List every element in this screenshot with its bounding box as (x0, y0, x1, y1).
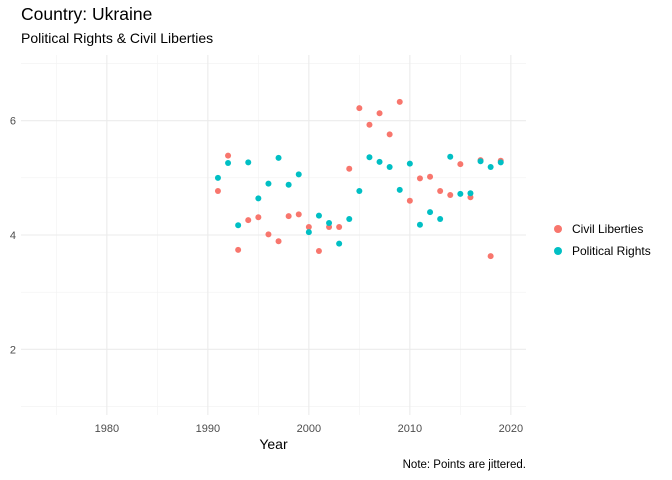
data-point-political-rights (457, 190, 464, 197)
data-point-political-rights (285, 181, 292, 188)
data-point-civil-liberties (386, 131, 393, 138)
data-point-civil-liberties (457, 161, 464, 168)
data-point-political-rights (376, 158, 383, 165)
data-point-political-rights (356, 188, 363, 194)
data-point-civil-liberties (427, 173, 434, 180)
data-point-civil-liberties (356, 105, 363, 112)
legend-item-political-rights: Political Rights (551, 240, 651, 262)
legend-dot-political-rights (554, 247, 562, 255)
data-point-political-rights (487, 164, 494, 170)
data-point-civil-liberties (265, 231, 272, 238)
data-point-civil-liberties (346, 165, 353, 172)
legend-label-political-rights: Political Rights (572, 244, 651, 258)
data-point-civil-liberties (396, 98, 403, 105)
data-point-political-rights (346, 216, 353, 222)
x-tick-label: 2000 (297, 423, 321, 435)
data-point-civil-liberties (285, 213, 292, 220)
y-tick-label: 2 (10, 344, 16, 356)
data-point-political-rights (214, 174, 221, 181)
data-point-political-rights (315, 212, 322, 219)
data-point-political-rights (447, 153, 454, 160)
data-point-political-rights (386, 164, 393, 170)
data-point-civil-liberties (295, 211, 302, 218)
chart-note: Note: Points are jittered. (402, 459, 526, 471)
chart-title: Country: Ukraine (21, 4, 153, 24)
data-point-civil-liberties (255, 214, 262, 221)
x-tick-label: 1990 (196, 423, 220, 435)
data-point-civil-liberties (376, 110, 383, 117)
chart-subtitle: Political Rights & Civil Liberties (21, 30, 214, 46)
data-point-political-rights (295, 171, 302, 178)
data-point-civil-liberties (225, 152, 232, 159)
data-point-civil-liberties (315, 248, 322, 254)
data-point-political-rights (467, 190, 474, 197)
x-axis-title: Year (259, 436, 288, 452)
legend: Civil Liberties Political Rights (551, 218, 651, 262)
data-point-political-rights (437, 216, 444, 222)
data-point-civil-liberties (305, 224, 312, 230)
data-point-political-rights (406, 160, 413, 167)
legend-dot-civil-liberties (554, 225, 562, 233)
data-point-political-rights (326, 220, 333, 226)
legend-label-civil-liberties: Civil Liberties (572, 222, 644, 236)
y-tick-label: 4 (10, 230, 16, 242)
data-point-political-rights (245, 159, 252, 166)
legend-item-civil-liberties: Civil Liberties (551, 218, 651, 240)
data-point-civil-liberties (437, 188, 444, 194)
x-tick-label: 2020 (499, 423, 523, 435)
data-point-civil-liberties (214, 188, 221, 194)
data-point-civil-liberties (235, 246, 242, 253)
data-point-political-rights (235, 222, 242, 229)
data-point-civil-liberties (406, 197, 413, 204)
data-point-civil-liberties (275, 238, 282, 245)
data-point-political-rights (275, 154, 282, 161)
data-point-political-rights (305, 229, 312, 236)
data-point-political-rights (416, 221, 423, 228)
data-point-political-rights (497, 159, 504, 166)
data-point-civil-liberties (487, 253, 494, 260)
data-point-political-rights (366, 154, 373, 161)
data-point-civil-liberties (447, 192, 454, 198)
data-point-civil-liberties (245, 217, 252, 224)
data-point-political-rights (396, 186, 403, 193)
data-point-political-rights (336, 240, 343, 247)
data-point-civil-liberties (416, 175, 423, 182)
data-point-civil-liberties (366, 121, 373, 128)
data-point-political-rights (265, 180, 272, 187)
x-tick-label: 2010 (398, 423, 422, 435)
data-point-political-rights (255, 195, 262, 202)
x-tick-label: 1980 (95, 423, 119, 435)
data-point-civil-liberties (336, 224, 343, 230)
data-point-political-rights (477, 158, 484, 165)
data-point-political-rights (427, 209, 434, 216)
data-point-political-rights (225, 160, 232, 166)
y-tick-label: 6 (10, 116, 16, 128)
